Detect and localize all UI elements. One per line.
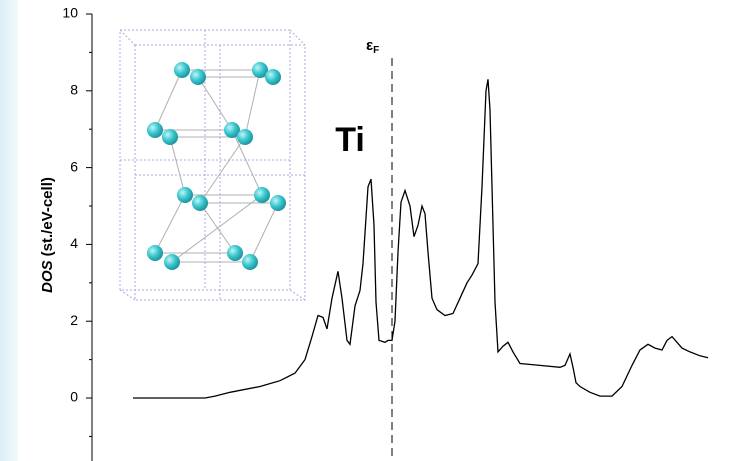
y-tick-label: 8: [70, 82, 78, 98]
y-tick-label: 10: [62, 5, 78, 21]
y-tick-label: 0: [70, 389, 78, 405]
y-axis-label-emph: DOS: [39, 260, 56, 293]
element-label: Ti: [335, 121, 365, 159]
crystal-bonds: [155, 70, 278, 262]
y-axis-label: DOS (st./eV-cell): [39, 177, 56, 293]
dos-curve: [133, 79, 708, 398]
fermi-symbol: ε: [366, 37, 373, 54]
y-tick-label: 2: [70, 312, 78, 328]
y-axis-label-unit: (st./eV-cell): [39, 177, 56, 256]
y-tick-label: 4: [70, 235, 78, 251]
y-tick-label: 6: [70, 158, 78, 174]
crystal-atoms: [147, 62, 286, 270]
fermi-label: εF: [366, 37, 379, 56]
fermi-subscript: F: [373, 45, 379, 56]
chart: Ti DOS (st./eV-cell) 0 2 4 6 8 10 εF: [0, 0, 752, 461]
side-band: [0, 0, 18, 461]
